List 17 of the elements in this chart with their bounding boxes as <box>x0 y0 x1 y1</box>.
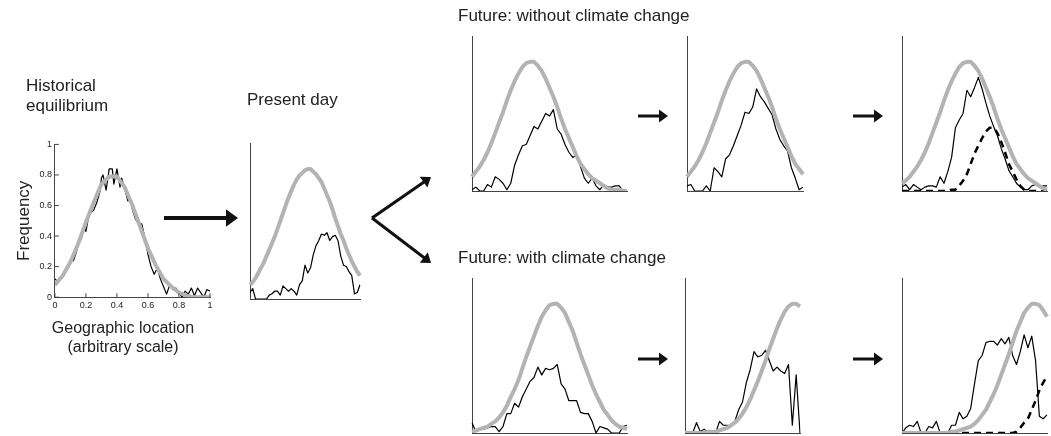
y-axis-title: Frequency <box>13 180 33 261</box>
chart-title: Historical equilibrium <box>26 76 110 116</box>
text: Future: with climate change <box>458 248 667 268</box>
y-tick-label: 0.8 <box>39 169 52 180</box>
y-tick-label: 0.6 <box>39 200 52 210</box>
y-tick-label: 1 <box>46 138 52 149</box>
x-tick-label: 1 <box>207 300 213 311</box>
y-tick-label: 0.4 <box>39 230 52 241</box>
x-axis-title: Geographic location (arbitrary scale) <box>50 318 196 356</box>
x-tick-label: 0.2 <box>79 300 93 311</box>
x-tick-label: 0.6 <box>141 300 155 311</box>
y-tick-label: 0.2 <box>39 261 52 272</box>
chart-title: Present day <box>247 90 339 110</box>
x-tick-label: 0.8 <box>172 300 186 311</box>
x-tick-label: 0.4 <box>110 300 124 311</box>
y-tick-label: 0 <box>46 291 52 302</box>
text: Future: without climate change <box>458 6 691 26</box>
